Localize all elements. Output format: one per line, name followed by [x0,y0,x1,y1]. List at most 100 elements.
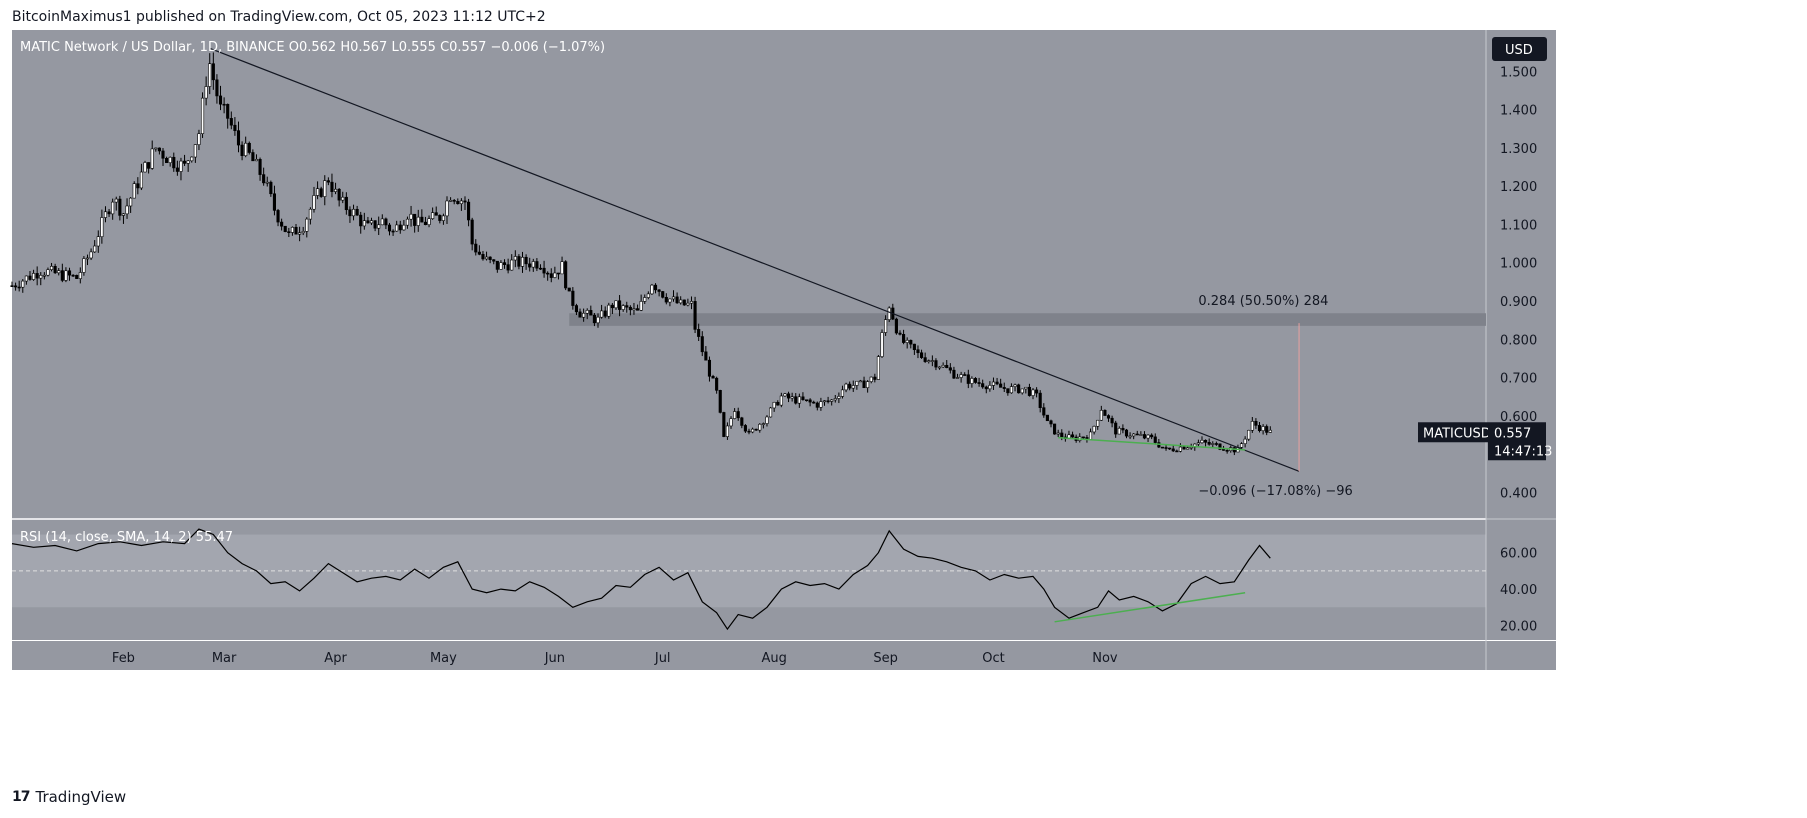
candle-body [46,269,50,276]
candle-body [244,142,248,156]
candle-body [941,364,945,368]
candle-body [1265,426,1269,433]
candle-body [855,380,859,386]
time-tick-label: Feb [112,651,135,666]
candle-body [348,209,352,217]
candle-body [1038,392,1042,408]
candle-body [107,211,111,215]
candle-body [499,262,503,270]
candle-body [973,378,978,383]
candle-body [528,263,532,268]
candle-body [75,274,79,279]
candle-body [1017,384,1021,394]
candle-body [776,401,780,406]
legend-change: −0.006 (−1.07%) [491,40,606,55]
last-price-label: 0.557 [1494,426,1531,441]
price-tick-label: 1.500 [1500,65,1537,80]
candle-body [650,284,654,295]
candle-body [707,359,712,377]
candle-body [542,267,546,274]
candle-body [869,376,873,382]
candle-body [229,118,233,126]
candle-body [208,63,212,87]
candle-body [761,423,765,425]
candle-body [17,286,21,289]
candle-body [387,224,392,232]
candle-body [743,425,747,432]
candle-body [100,217,104,237]
candle-body [114,198,118,203]
candle-body [1096,419,1100,427]
candle-body [858,380,863,383]
candle-body [398,224,402,231]
candle-body [416,216,420,226]
candle-body [898,332,902,335]
candle-body [384,218,388,226]
candle-body [1035,389,1039,394]
candle-body [438,215,442,221]
countdown-label: 14:47:13 [1494,444,1552,459]
legend-l: 0.555 [399,40,440,55]
candle-body [1088,431,1093,440]
candle-body [952,369,956,379]
candle-body [927,360,931,362]
candle-body [337,188,341,201]
candle-body [1225,450,1229,452]
candle-body [1211,443,1215,445]
time-tick-label: Apr [324,651,347,666]
candle-body [1178,446,1182,452]
candle-body [172,156,176,169]
candle-body [510,259,514,271]
candle-body [161,150,165,159]
candle-body [186,160,190,164]
legend-c: 0.557 [449,40,490,55]
candle-body [341,196,345,201]
candle-body [1009,386,1014,394]
currency-button[interactable]: USD [1505,43,1533,58]
price-axis-pane [1486,30,1556,640]
candle-body [596,316,600,324]
candle-body [1024,386,1028,390]
candle-body [190,156,194,162]
price-tick-label: 1.200 [1500,180,1537,195]
candle-body [862,380,866,389]
rsi-tick-label: 60.00 [1500,547,1537,562]
candle-body [1168,447,1172,450]
candle-body [204,86,208,99]
candle-body [524,256,528,265]
candle-body [689,301,694,304]
candle-body [179,160,183,172]
candle-body [334,188,338,192]
candle-body [711,375,715,379]
candle-body [262,174,266,184]
candle-body [132,183,136,199]
candle-body [380,218,384,226]
candle-body [431,212,435,219]
candle-body [423,221,427,226]
price-tick-label: 0.400 [1500,486,1537,501]
candle-body [1114,422,1118,435]
candle-body [923,357,927,362]
candle-body [966,374,970,384]
candle-body [984,386,988,390]
candle-body [790,396,794,399]
candle-body [1214,443,1218,445]
rsi-support-line [1054,591,1246,623]
candle-body [995,381,999,385]
candle-body [154,147,158,150]
candle-body [1124,429,1129,437]
candle-body [653,284,658,291]
candle-body [686,302,690,306]
candle-body [826,400,830,403]
legend-l-label: L [391,40,399,55]
footer-brand: 17 TradingView [12,788,126,806]
candle-body [567,287,571,292]
candle-body [751,428,755,433]
candle-body [1027,386,1031,396]
candle-body [251,152,255,162]
price-tick-label: 1.100 [1500,218,1537,233]
candle-body [614,300,618,309]
candle-body [1042,407,1046,416]
candle-body [481,254,485,260]
